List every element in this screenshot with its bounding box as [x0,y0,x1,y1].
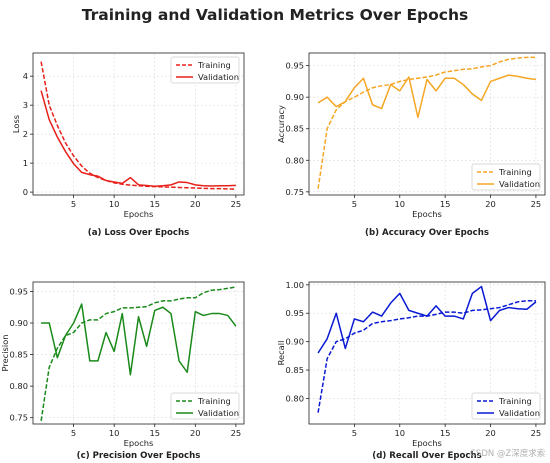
y-tick-label: 0.75 [286,187,304,197]
figure-title: Training and Validation Metrics Over Epo… [82,6,468,24]
y-axis-label: Accuracy [276,105,286,143]
series-line-validation [41,303,237,376]
x-tick-label: 10 [394,428,405,438]
x-tick-label: 10 [394,199,405,209]
legend-label-training: Training [498,396,532,406]
legend: Training Validation [471,392,541,420]
y-tick-label: 0.90 [286,92,304,102]
x-tick-label: 15 [149,428,160,438]
y-tick-label: 0.85 [286,365,304,375]
y-tick-label: 0.80 [286,155,304,165]
x-tick-label: 5 [71,199,76,209]
plot-frame [308,52,546,196]
x-tick-label: 15 [440,428,451,438]
x-tick-label: 25 [231,199,242,209]
x-axis-label: Epochs [124,438,154,448]
legend: Training Validation [170,56,240,84]
x-axis-label: Epochs [412,438,442,448]
x-tick-label: 10 [109,199,120,209]
legend: Training Validation [170,392,240,420]
y-axis-label: Precision [0,334,10,371]
subplot-grid: 5 10 15 20 25 0 1 2 3 4 Epochs Loss (a) Loss Over Ep… [0,52,546,461]
y-tick-label: 0.80 [286,393,304,403]
y-tick-label: 4 [23,71,28,81]
series-line-training [317,56,536,189]
x-tick-label: 25 [231,428,242,438]
subplot-caption: (b) Accuracy Over Epochs [365,228,489,238]
legend-label-validation: Validation [499,408,540,418]
plot-frame [32,281,245,425]
x-tick-label: 25 [531,428,542,438]
chart-panel-4: 5 10 15 20 25 0.80 0.85 0.90 0.95 1.00 Epochs Recal… [276,280,546,461]
chart-panel-3: 5 10 15 20 25 0.75 0.80 0.85 0.90 0.95 Epochs Preci… [0,281,245,461]
y-tick-label: 0.80 [10,381,28,391]
x-tick-label: 25 [531,199,542,209]
series-line-validation [40,90,236,188]
x-tick-label: 5 [71,428,76,438]
y-tick-label: 0.90 [286,337,304,347]
y-tick-label: 0.95 [10,286,28,296]
y-tick-label: 1 [23,158,28,168]
watermark: CSDN @Z深度求索 [470,448,545,459]
x-tick-label: 5 [352,428,357,438]
series-line-training [40,286,236,421]
x-axis-label: Epochs [412,209,442,219]
chart-panel-2: 5 10 15 20 25 0.75 0.80 0.85 0.90 0.95 Epochs Accur… [276,52,546,238]
legend-label-training: Training [197,60,231,70]
series-line-validation [317,285,537,354]
x-tick-label: 20 [485,199,496,209]
plot-frame [32,52,245,196]
x-tick-label: 20 [190,199,201,209]
subplot-caption: (a) Loss Over Epochs [88,228,189,238]
y-tick-label: 2 [23,129,28,139]
subplot-caption: (c) Precision Over Epochs [77,451,201,461]
y-tick-label: 0.95 [286,61,304,71]
y-axis-label: Recall [276,341,286,366]
series-line-training [40,61,236,190]
series-line-validation [317,74,537,119]
chart-panel-1: 5 10 15 20 25 0 1 2 3 4 Epochs Loss (a) Loss Over Ep… [11,52,245,238]
y-axis-label: Loss [11,115,21,133]
legend-label-training: Training [498,167,532,177]
legend-label-validation: Validation [198,408,239,418]
legend-label-validation: Validation [198,72,239,82]
y-tick-label: 0.85 [286,124,304,134]
legend-label-validation: Validation [499,179,540,189]
x-tick-label: 15 [440,199,451,209]
legend: Training Validation [471,163,541,191]
x-tick-label: 15 [149,199,160,209]
x-tick-label: 5 [352,199,357,209]
subplot-caption: (d) Recall Over Epochs [372,451,481,461]
x-tick-label: 20 [485,428,496,438]
y-tick-label: 0 [23,187,28,197]
y-tick-label: 0.95 [286,308,304,318]
legend-label-training: Training [197,396,231,406]
y-tick-label: 1.00 [286,280,304,290]
y-tick-label: 3 [23,100,28,110]
x-axis-label: Epochs [124,209,154,219]
x-tick-label: 20 [190,428,201,438]
y-tick-label: 0.85 [10,350,28,360]
plot-frame [308,281,546,425]
y-tick-label: 0.90 [10,318,28,328]
y-tick-label: 0.75 [10,413,28,423]
x-tick-label: 10 [109,428,120,438]
